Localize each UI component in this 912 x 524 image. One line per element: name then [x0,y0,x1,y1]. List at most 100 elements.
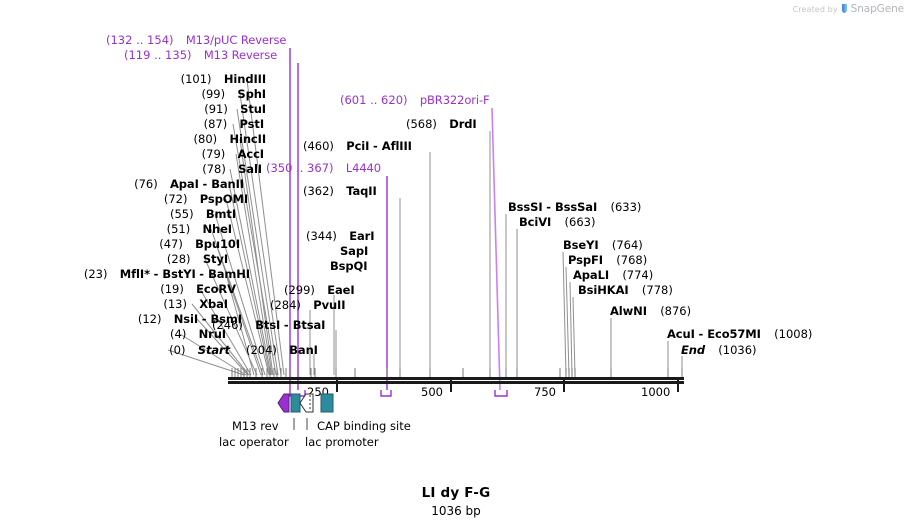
site-position: (80) [193,132,218,146]
feature-label-m13-rev[interactable]: M13 rev [232,419,279,433]
site-enzyme-name: BssSI [508,200,543,214]
snapgene-logo-icon [841,3,848,15]
site-enzyme-name: BsiHKAI [578,283,629,297]
site-position: (568) [406,117,437,131]
site-label-end[interactable]: End (1036) [681,344,757,356]
site-label-bpu10i[interactable]: (47) Bpu10I [159,238,240,250]
site-enzyme-name: SalI [238,162,262,176]
watermark-brand-label: SnapGene [850,3,904,15]
site-enzyme-name-alt: BanII [211,177,244,191]
site-label-nrui[interactable]: (4) NruI [170,328,226,340]
site-label-bsihkai[interactable]: BsiHKAI (778) [578,284,673,296]
site-enzyme-name: HincII [229,132,266,146]
site-enzyme-name: BciVI [519,215,552,229]
site-position: (87) [203,117,228,131]
site-label-sphi[interactable]: (99) SphI [201,88,266,100]
site-enzyme-name: AlwNI [610,304,647,318]
site-label-pvuii[interactable]: (284) PvuII [270,298,346,312]
site-label-acci[interactable]: (79) AccI [202,148,264,160]
site-label-apai-banii[interactable]: (76) ApaI - BanII [134,177,244,191]
site-label-bsssi-bsssai[interactable]: BssSI - BssSaI (633) [508,200,642,214]
annotated-feature-l4440[interactable]: (350 .. 367) L4440 [266,162,381,174]
site-label-nhei[interactable]: (51) NheI [166,222,233,236]
site-label-bseyi[interactable]: BseYI (764) [563,239,643,251]
site-enzyme-name: BmtI [205,207,236,221]
site-label-nsii-bsmi[interactable]: (12) NsiI - BsmI [137,312,242,326]
site-label-mfli-bstyi-bamhi[interactable]: (23) MflI* - BstYI - BamHI [83,267,250,281]
site-position: (362) [303,184,334,198]
site-label-stui[interactable]: (91) StuI [204,103,266,115]
site-label-acui-eco57mi[interactable]: AcuI - Eco57MI (1008) [667,327,813,341]
site-label-hindiii[interactable]: (101) HindIII [181,73,266,85]
feature-label-cap-binding-site[interactable]: CAP binding site [317,419,411,433]
site-position: (768) [616,253,648,267]
site-position: (55) [169,207,194,221]
site-label-xbai[interactable]: (13) XbaI [163,298,228,310]
site-position: (284) [270,298,301,312]
site-position: (47) [159,237,183,251]
site-position: (51) [166,222,191,236]
feature-name: pBR322ori-F [419,93,490,107]
site-position: (23) [83,267,108,281]
site-label-bani[interactable]: (204) BanI [246,344,318,356]
site-enzyme-name-alt: Eco57MI [707,327,761,341]
site-label-bspqi[interactable]: BspQI [330,259,368,273]
site-position: (0) [169,343,186,357]
site-label-eari[interactable]: (344) EarI [306,230,375,242]
annotated-feature-pbr322ori-f[interactable]: (601 .. 620) pBR322ori-F [340,94,490,106]
feature-name: M13 Reverse [203,48,278,62]
annotated-feature-m13puc-reverse[interactable]: (132 .. 154) M13/pUC Reverse [106,34,286,46]
site-enzyme-name-alt2: BamHI [208,267,250,281]
map-length-label: 1036 bp [431,504,481,518]
ruler-tick-250: 250 [307,385,329,399]
site-label-apali[interactable]: ApaLI (774) [573,269,653,281]
site-label-pspfi[interactable]: PspFI (768) [568,254,647,266]
site-enzyme-name: SapI [340,244,369,258]
site-position: (764) [611,238,643,252]
map-title-block: LI dy F-G 1036 bp [0,485,912,518]
site-enzyme-name: EaeI [327,283,355,297]
site-enzyme-name: Start [197,343,230,357]
site-label-pcii-afliii[interactable]: (460) PciI - AflIII [303,139,412,153]
site-position: (876) [660,304,692,318]
site-position: (1036) [718,343,757,357]
site-enzyme-name: PspOMI [199,192,248,206]
site-label-drdi[interactable]: (568) DrdI [406,118,477,130]
site-position: (13) [163,297,187,311]
annotated-feature-m13-reverse[interactable]: (119 .. 135) M13 Reverse [124,49,277,61]
site-label-alwni[interactable]: AlwNI (876) [610,305,691,317]
site-label-btsi-btsai[interactable]: (246) BtsI - BtsaI [212,318,326,332]
site-label-ecorv[interactable]: (19) EcoRV [160,283,236,295]
site-enzyme-name: NruI [198,327,226,341]
feature-label-lac-operator[interactable]: lac operator [219,435,289,449]
site-position: (663) [564,215,596,229]
feature-label-lac-promoter[interactable]: lac promoter [305,435,379,449]
site-position: (633) [610,200,642,214]
site-enzyme-name: End [681,343,705,357]
site-position: (12) [137,312,162,326]
site-enzyme-name: BspQI [330,259,368,273]
site-label-styi[interactable]: (28) StyI [167,253,228,265]
site-label-start[interactable]: (0) Start [169,344,230,356]
site-position: (91) [204,102,228,116]
site-label-taqii[interactable]: (362) TaqII [303,185,377,197]
site-enzyme-name: ApaLI [573,268,609,282]
site-label-bcivi[interactable]: BciVI (663) [519,216,595,228]
site-enzyme-name-alt: BstYI [162,267,196,281]
site-enzyme-name: Bpu10I [195,237,240,251]
ruler-tick-1000: 1000 [641,385,671,399]
site-label-bmti[interactable]: (55) BmtI [170,208,236,220]
site-label-psti[interactable]: (87) PstI [204,118,264,130]
site-label-eaei[interactable]: (299) EaeI [284,284,355,296]
site-label-sali[interactable]: (78) SalI [202,163,262,175]
site-label-pspomi[interactable]: (72) PspOMI [164,193,248,205]
site-position: (28) [166,252,191,266]
site-label-hincii[interactable]: (80) HincII [193,132,267,146]
feature-range: (119 .. 135) [124,48,192,62]
site-enzyme-name: AccI [237,147,265,161]
site-enzyme-name: PvuII [313,298,346,312]
site-label-sapi[interactable]: SapI [340,245,368,257]
axis-line-bottom [228,381,684,384]
site-position: (774) [622,268,654,282]
